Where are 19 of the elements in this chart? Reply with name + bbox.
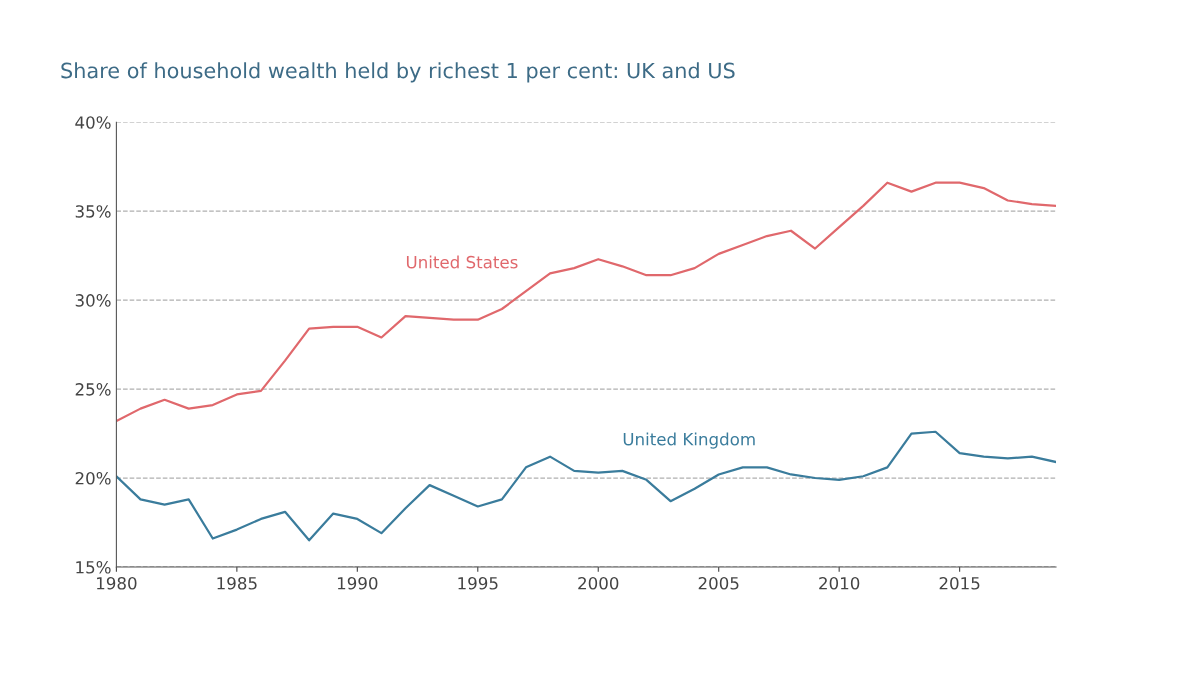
series-label: United Kingdom <box>623 432 755 449</box>
x-tick-label: 2015 <box>939 576 980 590</box>
x-tick-label: 2005 <box>698 576 739 590</box>
x-tick-label: 2010 <box>819 576 860 590</box>
x-tick-label: 1980 <box>97 576 137 590</box>
y-tick-label: 15% <box>76 560 111 574</box>
x-tick-label: 1990 <box>337 576 378 590</box>
y-tick-label: 25% <box>75 383 111 396</box>
x-tick-label: 2000 <box>578 576 619 590</box>
y-tick-label: 35% <box>75 205 111 218</box>
y-tick-label: 30% <box>75 294 111 307</box>
y-tick-label: 20% <box>75 471 111 485</box>
chart-title: Share of household wealth held by richest 1 per cent: UK and US <box>61 62 735 83</box>
x-tick-label: 1985 <box>217 576 257 590</box>
series-label: United States <box>406 255 518 269</box>
x-tick-label: 1995 <box>458 576 498 590</box>
y-tick-label: 40% <box>75 116 111 129</box>
line-series <box>116 181 1056 423</box>
line-series <box>116 430 1056 542</box>
